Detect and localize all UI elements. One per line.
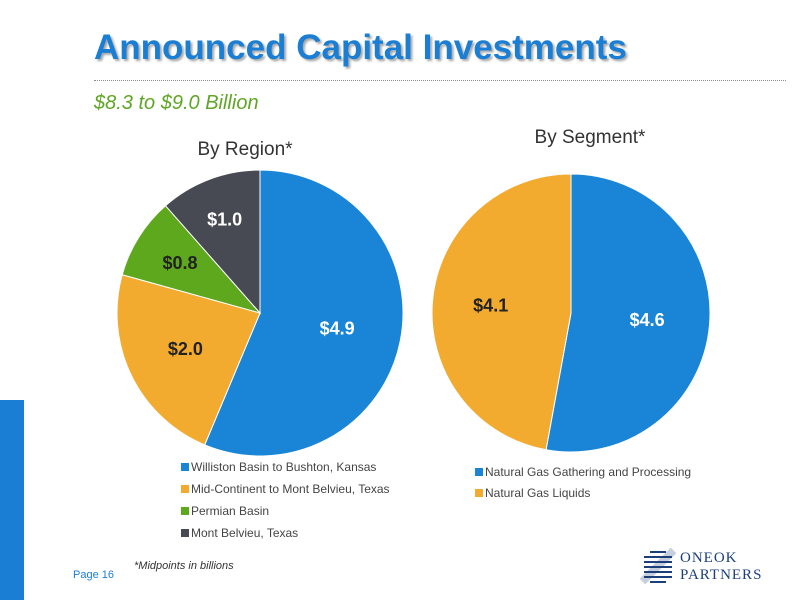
- legend-label: Williston Basin to Bushton, Kansas: [191, 460, 376, 474]
- pie-slice: [164, 169, 261, 315]
- pie-slice: [545, 173, 711, 453]
- legend-label: Mont Belvieu, Texas: [191, 526, 298, 540]
- pie-slice: [116, 274, 261, 446]
- data-label: $1.0: [207, 209, 242, 229]
- slide-subtitle: $8.3 to $9.0 Billion: [94, 92, 259, 114]
- legend-swatch: [181, 463, 189, 471]
- logo-wordmark: ONEOK PARTNERS: [680, 550, 763, 583]
- footnote: *Midpoints in billions: [134, 560, 234, 572]
- legend-label: Mid-Continent to Mont Belvieu, Texas: [191, 482, 390, 496]
- chart-title: By Segment*: [535, 127, 646, 148]
- legend-swatch: [475, 489, 483, 497]
- legend-label: Natural Gas Liquids: [485, 486, 590, 500]
- pie-chart-2: By Segment* $4.6 $4.1 Natural Gas Gathering…: [431, 127, 711, 500]
- legend-label: Natural Gas Gathering and Processing: [485, 465, 691, 479]
- accent-bar: [0, 400, 24, 600]
- pie-slice: [204, 169, 404, 457]
- legend-swatch: [181, 507, 189, 515]
- data-label: $4.6: [630, 310, 665, 330]
- slide-title: Announced Capital Investments: [94, 28, 627, 67]
- pie-slice: [431, 173, 572, 451]
- title-divider: [94, 80, 786, 81]
- data-label: $4.1: [473, 296, 508, 316]
- pie-chart-1: By Region* $4.9 $2.0 $0.8 $1.0 Williston Basi…: [116, 139, 404, 540]
- legend-label: Permian Basin: [191, 504, 269, 518]
- data-label: $2.0: [168, 339, 203, 359]
- legend-swatch: [181, 529, 189, 537]
- data-label: $4.9: [320, 319, 355, 339]
- legend-swatch: [181, 485, 189, 493]
- page-number: Page 16: [73, 569, 114, 581]
- chart-title: By Region*: [197, 139, 293, 160]
- company-logo: ONEOK PARTNERS: [639, 544, 780, 588]
- data-label: $0.8: [162, 253, 197, 273]
- logo-mark-icon: [639, 547, 677, 585]
- pie-slice: [121, 204, 262, 314]
- legend-swatch: [475, 468, 483, 476]
